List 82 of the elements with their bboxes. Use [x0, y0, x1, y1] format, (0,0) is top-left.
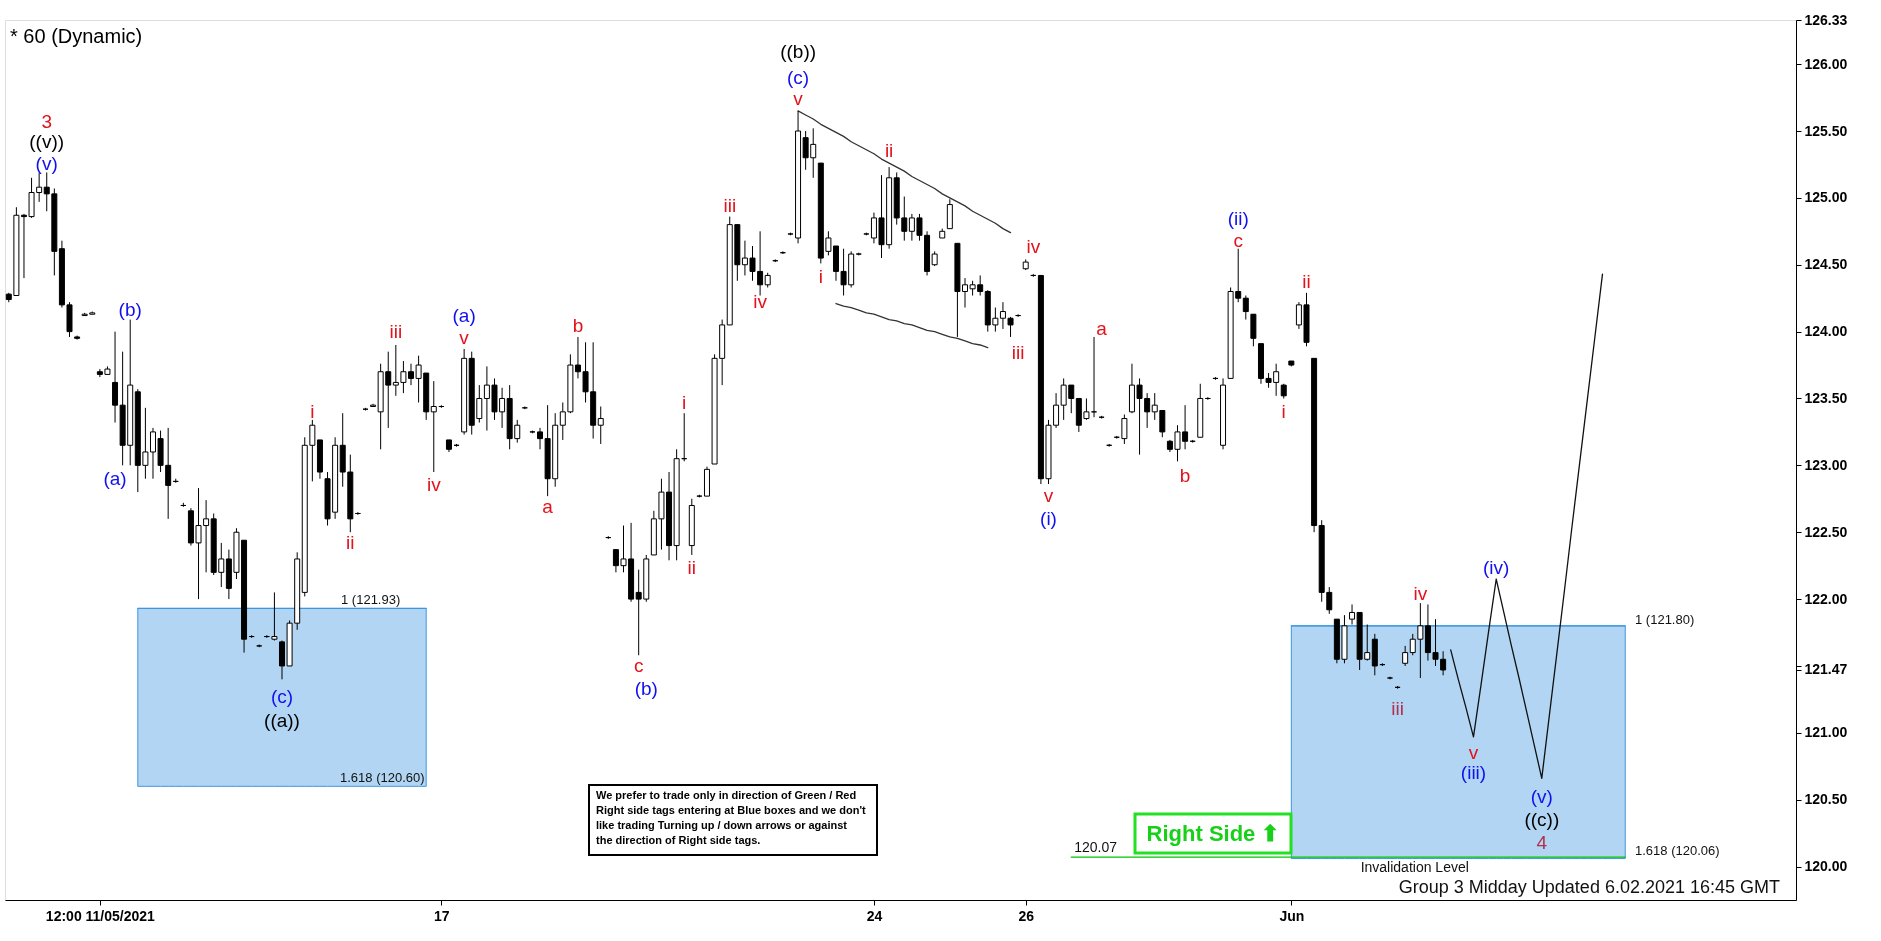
annotation: (v) — [1530, 786, 1553, 807]
y-tick-label: 122.00 — [1804, 590, 1848, 607]
y-tick-label: 123.00 — [1804, 456, 1848, 473]
annotation: ((a)) — [264, 709, 300, 731]
annotation: iii — [723, 194, 737, 216]
annotation: (c) — [787, 66, 810, 88]
annotation: (ii) — [1227, 207, 1249, 229]
y-tick-label: 125.00 — [1804, 189, 1848, 206]
annotation: b — [572, 315, 584, 337]
chart-title: * 60 (Dynamic) — [10, 25, 143, 47]
candlestick — [430, 380, 437, 473]
series-label: Invalidation Level — [1360, 859, 1469, 876]
annotation: (iii) — [1460, 761, 1487, 783]
line-series — [835, 302, 989, 349]
annotation: (i) — [1040, 507, 1057, 529]
annotation: 4 — [1536, 831, 1548, 853]
annotation: Right Side ⬆ — [1146, 821, 1280, 846]
candlestick — [597, 406, 604, 445]
annotation: iv — [1413, 582, 1428, 604]
annotation: iv — [753, 291, 768, 313]
x-tick-label: Jun — [1279, 907, 1305, 924]
annotation: iii — [1391, 697, 1404, 719]
y-tick-label: 125.50 — [1804, 122, 1848, 139]
annotation: iii — [1011, 342, 1025, 363]
annotation: i — [682, 391, 687, 413]
annotation: ii — [687, 557, 697, 579]
annotation: i — [310, 400, 315, 422]
annotation: i — [1281, 400, 1286, 422]
annotation: c — [1233, 229, 1243, 251]
annotation: 1.618 (120.60) — [340, 770, 425, 785]
annotation: iv — [1026, 236, 1041, 258]
y-tick-label: 126.00 — [1804, 55, 1848, 72]
annotation: a — [1096, 317, 1108, 339]
annotation: 3 — [41, 110, 52, 132]
annotation: Group 3 Midday Updated 6.02.2021 16:45 GMT — [1398, 877, 1780, 897]
x-tick-label: 26 — [1018, 907, 1035, 924]
annotation: We prefer to trade only in direction of Green / Red Right side tags entering at Blue boxes and we don't like trading Turning up / down arrows or against the direction of Right side tags. — [596, 789, 867, 846]
annotation: v — [1043, 485, 1054, 507]
data-label: 120.07 — [1074, 839, 1118, 856]
candlestick — [1121, 414, 1128, 445]
annotation: v — [1468, 741, 1479, 763]
candlestick — [1402, 645, 1409, 667]
line-series — [797, 110, 1012, 234]
annotation: (a) — [452, 305, 476, 326]
annotation: v — [459, 327, 470, 348]
annotation: 1 (121.80) — [1635, 612, 1695, 627]
y-tick-label: 124.50 — [1804, 256, 1848, 273]
annotation: 1 (121.93) — [341, 592, 401, 607]
annotation: v — [793, 87, 804, 109]
candlestick — [271, 591, 278, 642]
annotation: ((c)) — [1524, 808, 1560, 830]
y-tick-label: 121.47 — [1804, 661, 1848, 678]
y-tick-label: 120.00 — [1804, 858, 1848, 875]
annotation: ((b)) — [780, 41, 817, 63]
candlestick — [1091, 336, 1098, 418]
x-tick-label: 24 — [866, 907, 883, 924]
x-tick-label: 17 — [434, 907, 450, 924]
annotation: c — [633, 655, 644, 676]
annotation: i — [818, 265, 823, 287]
annotation: b — [1179, 465, 1191, 486]
y-tick-label: 123.50 — [1804, 389, 1848, 406]
annotation: (b) — [118, 299, 142, 321]
y-tick-label: 126.33 — [1804, 11, 1848, 28]
annotation: ii — [346, 531, 355, 553]
annotation: ii — [1302, 271, 1311, 293]
annotation: 1.618 (120.06) — [1635, 843, 1720, 858]
y-tick-label: 121.00 — [1804, 724, 1848, 741]
annotation: ((v)) — [29, 130, 65, 152]
x-tick-label: 12:00 11/05/2021 — [45, 907, 156, 924]
annotation: (v) — [35, 153, 58, 175]
y-tick-label: 120.50 — [1804, 791, 1848, 808]
annotation: (iv) — [1483, 557, 1510, 579]
annotation: iii — [389, 320, 403, 342]
annotation: a — [542, 495, 554, 517]
annotation: (c) — [270, 685, 294, 707]
annotation: ii — [884, 140, 894, 162]
y-tick-label: 124.00 — [1804, 323, 1848, 340]
annotation: iv — [426, 474, 442, 496]
candlestick — [1242, 295, 1249, 321]
annotation: (b) — [634, 677, 658, 699]
annotation: (a) — [103, 467, 127, 489]
y-tick-label: 122.50 — [1804, 523, 1848, 540]
